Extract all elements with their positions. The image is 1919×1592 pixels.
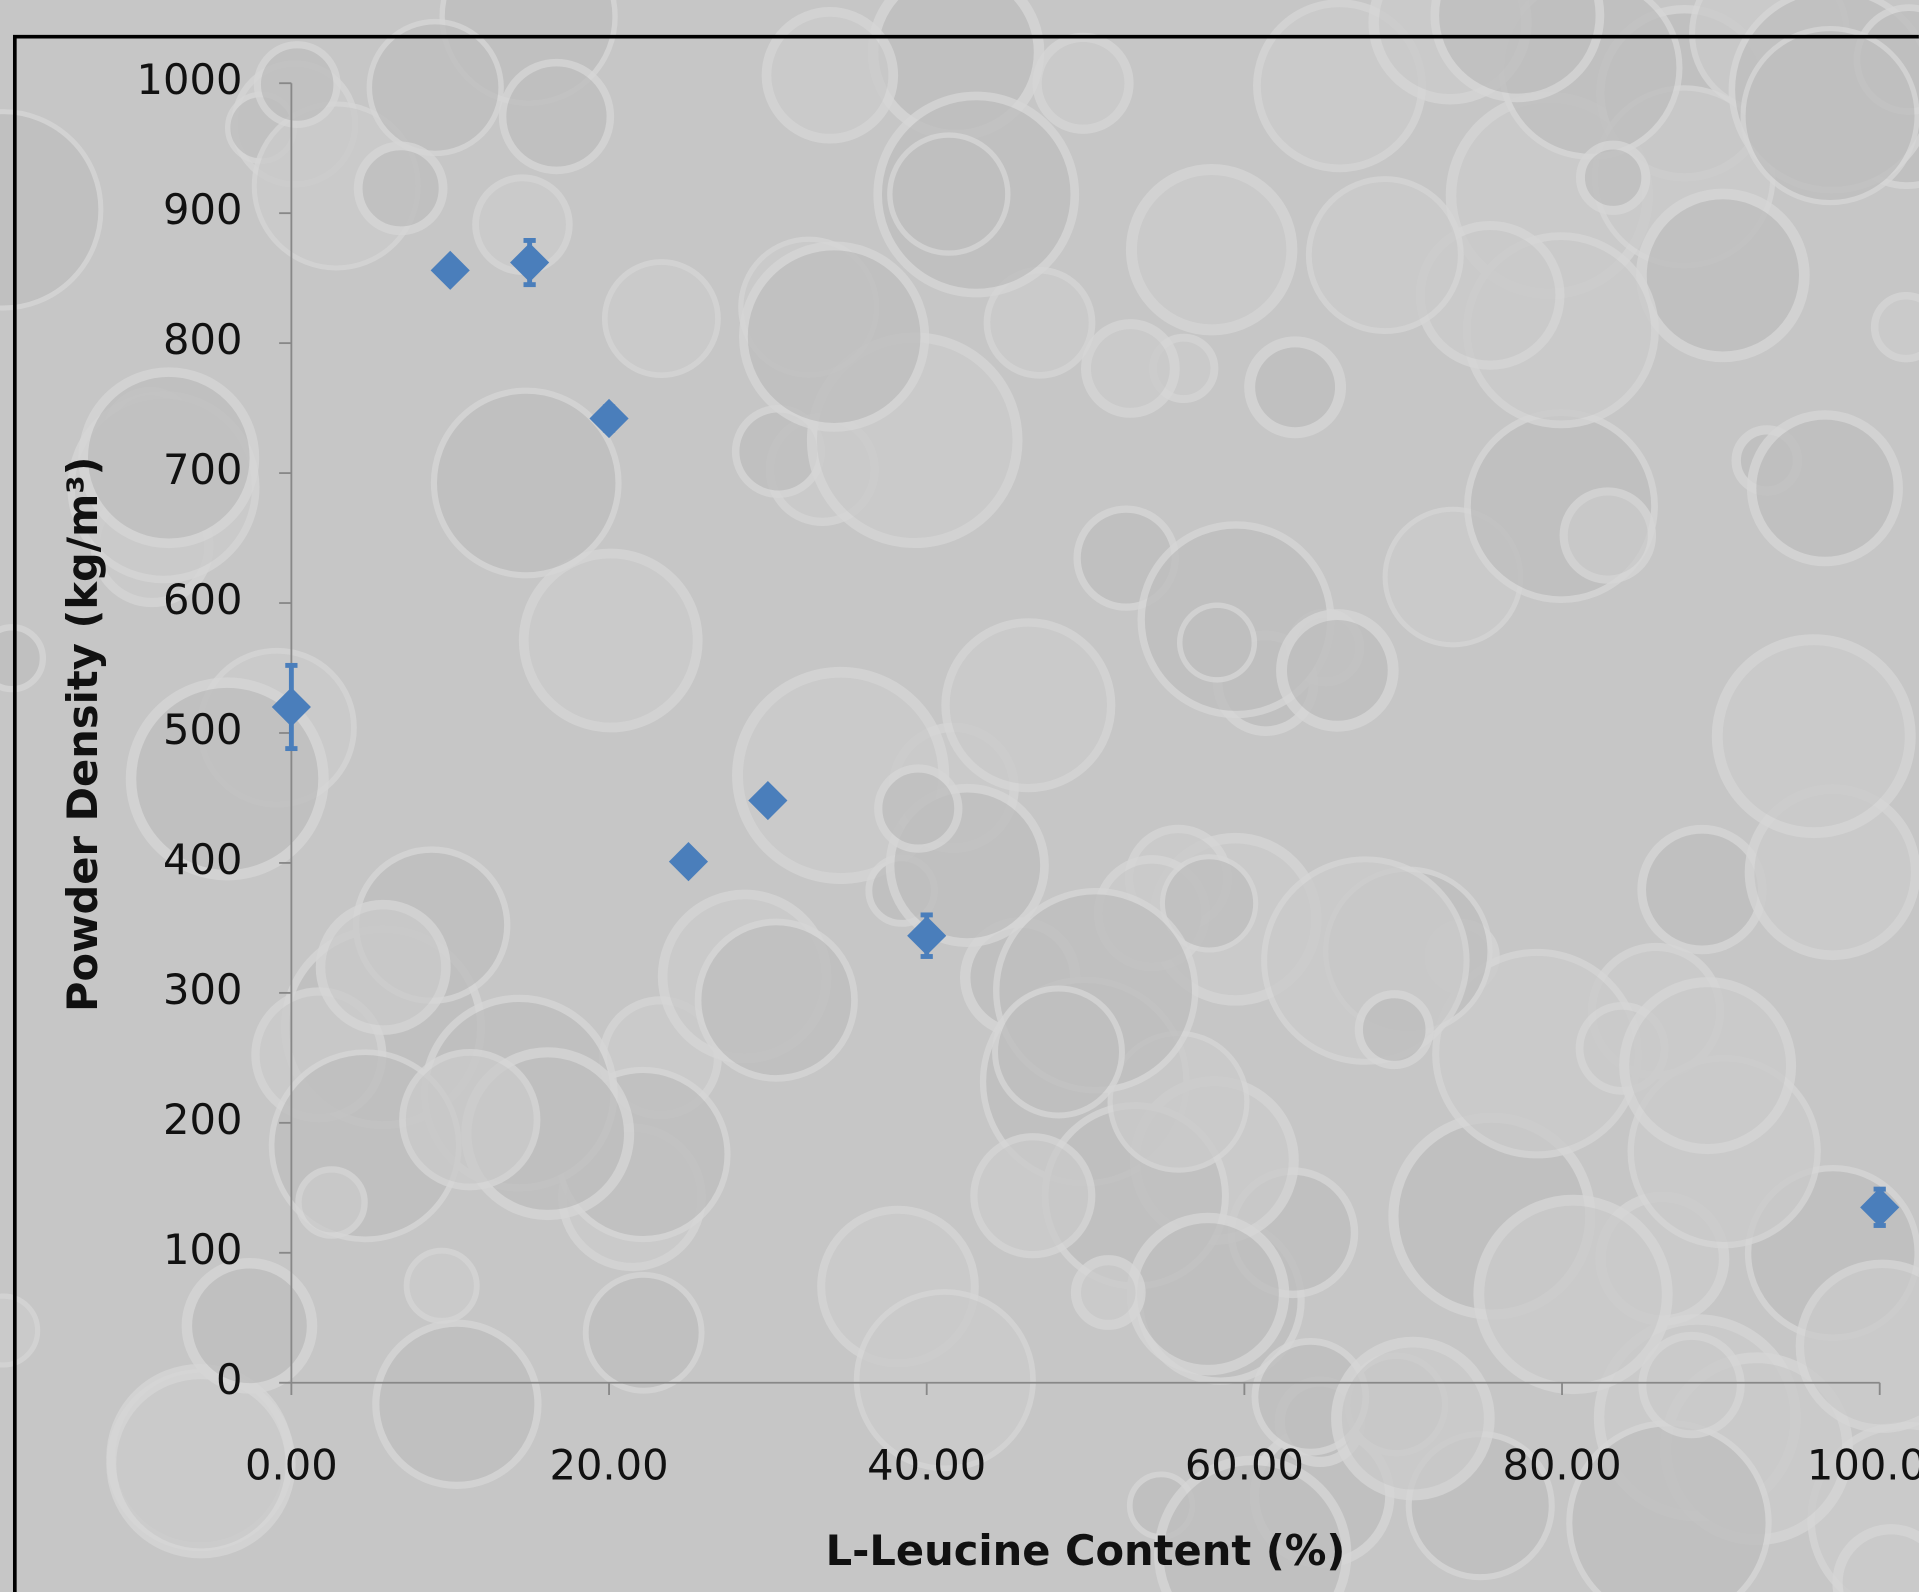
background-particle — [766, 12, 893, 139]
background-particle — [1580, 145, 1645, 210]
x-tick-label: 0.00 — [245, 1440, 338, 1489]
y-tick-label: 500 — [163, 705, 242, 754]
background-particle — [586, 1275, 702, 1391]
background-particle — [1717, 640, 1910, 833]
y-tick-label: 900 — [163, 185, 242, 234]
background-particle — [946, 622, 1112, 788]
background-particle — [524, 554, 698, 728]
y-tick-label: 300 — [163, 965, 242, 1014]
background-particle — [743, 246, 924, 427]
page: {"chart_data": {"type": "scatter", "x_la… — [0, 0, 1919, 1592]
background-particle — [995, 989, 1122, 1116]
background-particle — [1336, 1342, 1489, 1495]
x-tick-label: 80.00 — [1502, 1440, 1621, 1489]
y-tick-label: 400 — [163, 835, 242, 884]
y-tick-label: 600 — [163, 575, 242, 624]
background-particle — [1875, 296, 1919, 359]
background-particle — [1800, 1264, 1919, 1429]
x-tick-label: 100.00 — [1807, 1440, 1919, 1489]
background-particle — [1641, 194, 1804, 357]
background-particle — [1359, 994, 1430, 1065]
x-tick-label: 60.00 — [1185, 1440, 1304, 1489]
background-particle — [1250, 342, 1341, 433]
background-particle — [402, 1052, 537, 1187]
background-particle — [1037, 37, 1129, 129]
background-particle — [878, 769, 958, 849]
background-particle — [321, 905, 446, 1030]
background-particle — [890, 135, 1008, 253]
y-tick-label: 800 — [163, 315, 242, 364]
background-particle — [298, 1169, 364, 1235]
background-particle — [1309, 179, 1461, 331]
background-particle — [187, 1263, 312, 1388]
y-tick-label: 700 — [163, 445, 242, 494]
chart: L-Leucine Content (%) Powder Density (kg… — [0, 0, 1919, 1592]
background-particle — [974, 1137, 1092, 1255]
background-particle — [376, 1323, 538, 1485]
x-axis-title: L-Leucine Content (%) — [826, 1526, 1346, 1575]
background-particle — [369, 22, 501, 154]
background-particle — [1743, 29, 1917, 203]
y-tick-label: 200 — [163, 1095, 242, 1144]
x-tick-label: 20.00 — [550, 1440, 669, 1489]
background-particle — [407, 1251, 477, 1321]
x-tick-label: 40.00 — [867, 1440, 986, 1489]
background-particle — [1282, 615, 1394, 727]
background-particle — [1132, 1218, 1284, 1370]
background-particle — [698, 922, 854, 1078]
background-particle — [358, 146, 443, 231]
y-tick-label: 100 — [163, 1225, 242, 1274]
background-particle — [1642, 829, 1763, 950]
background-particle — [0, 627, 43, 689]
background-particle — [1131, 169, 1291, 329]
y-axis-title: Powder Density (kg/m³) — [58, 456, 107, 1012]
background-particle — [1086, 324, 1175, 413]
background-particle — [1564, 491, 1652, 579]
background-particle — [1752, 415, 1899, 562]
background-particle — [503, 63, 611, 171]
background-particle — [1624, 982, 1791, 1149]
background-particle — [1642, 1336, 1740, 1434]
background-particle — [605, 262, 718, 375]
background-particle — [1479, 1200, 1667, 1388]
background-particle — [1076, 1260, 1141, 1325]
y-tick-label: 0 — [216, 1355, 242, 1404]
background-particle — [257, 45, 337, 125]
background-particle — [1180, 605, 1255, 680]
y-tick-label: 1000 — [137, 55, 243, 104]
